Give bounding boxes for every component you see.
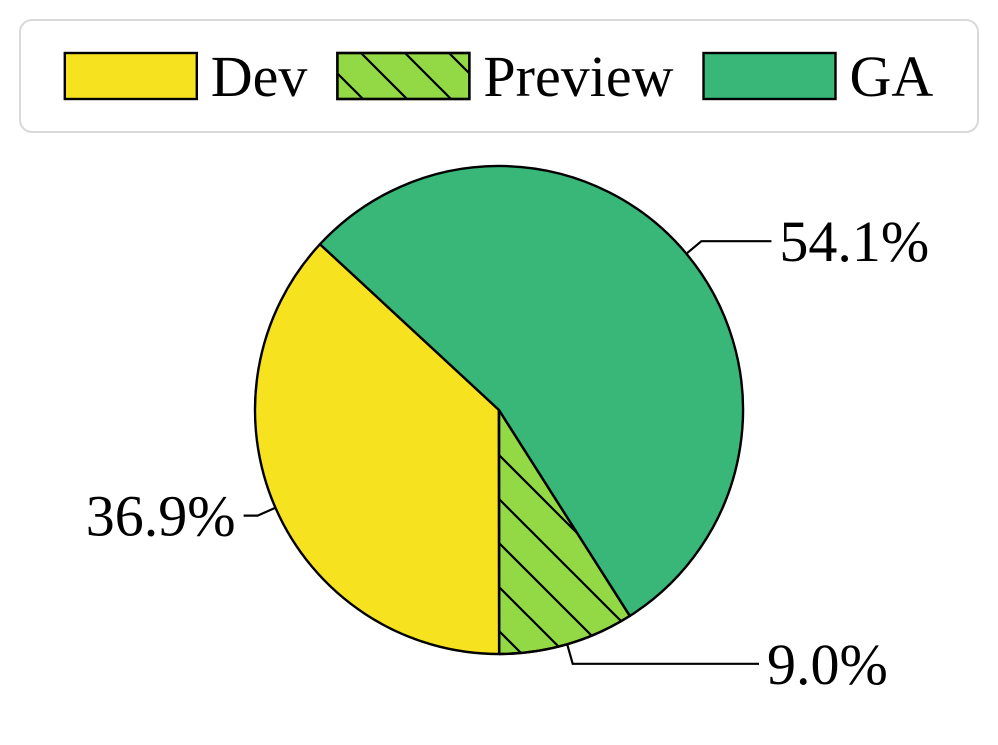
pie-slice-hatch-preview (497, 408, 632, 656)
data-label-dev: 36.9% (86, 484, 236, 549)
legend-label-ga: GA (850, 44, 934, 109)
leader-line-preview (566, 644, 759, 665)
legend-label-preview: Preview (483, 44, 673, 109)
legend-label-dev: Dev (211, 44, 308, 109)
leader-line-dev (243, 506, 276, 517)
legend-frame (19, 19, 979, 133)
pie-slice-dev (253, 243, 501, 656)
legend-swatch-dev (63, 51, 199, 101)
legend: Dev Preview GA (19, 19, 979, 133)
legend-swatch-ga (702, 51, 837, 101)
pie-slice-ga (318, 164, 745, 618)
pie-leader-lines (243, 240, 772, 665)
data-label-ga: 54.1% (779, 209, 929, 274)
pie-labels: 36.9% 9.0% 54.1% (86, 209, 929, 697)
pie-slices (253, 164, 745, 656)
legend-item-dev: Dev (63, 44, 308, 109)
legend-item-ga: GA (702, 44, 934, 109)
leader-line-ga (685, 240, 772, 255)
legend-swatch-hatch-preview (336, 51, 471, 101)
data-label-preview: 9.0% (767, 632, 888, 697)
legend-item-preview: Preview (336, 44, 674, 109)
